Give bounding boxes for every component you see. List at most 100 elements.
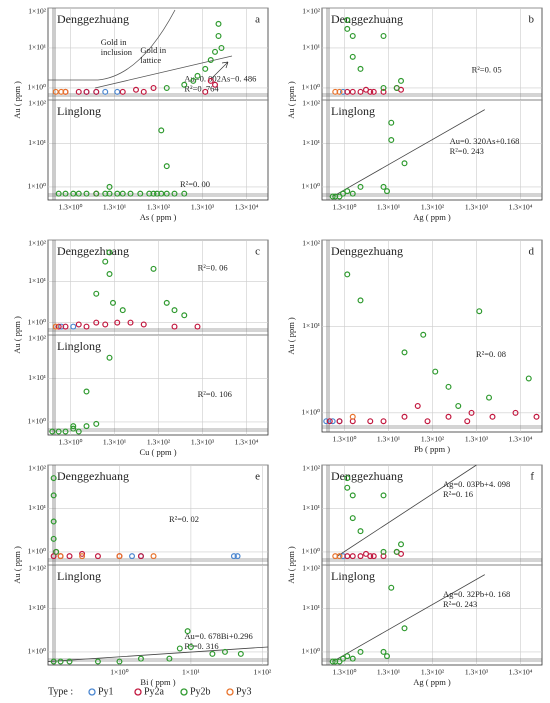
y-axis-label: Au ( ppm ) <box>286 317 296 355</box>
data-point <box>533 413 540 420</box>
data-point <box>83 190 90 197</box>
legend-marker <box>88 688 96 696</box>
data-point <box>55 190 62 197</box>
data-point <box>102 321 109 328</box>
data-point <box>336 88 343 95</box>
data-point <box>202 65 209 72</box>
x-tick-label: 1.3×10³ <box>191 203 215 212</box>
subplot-title: Denggezhuang <box>331 469 403 483</box>
annotation: Gold in <box>140 45 166 55</box>
annotation: Au=0. 002As−0. 486 <box>184 74 256 84</box>
data-point <box>380 492 387 499</box>
data-point <box>190 77 197 84</box>
data-point <box>380 548 387 555</box>
data-point <box>367 553 374 560</box>
data-point <box>70 425 77 432</box>
data-point <box>194 323 201 330</box>
y-tick-label: 1×10⁰ <box>28 547 47 556</box>
y-tick-label: 1×10² <box>28 99 46 108</box>
data-point <box>209 650 216 657</box>
x-tick-label: 1.3×10⁰ <box>332 668 356 677</box>
data-point <box>62 323 69 330</box>
data-point <box>212 81 219 88</box>
data-point <box>79 550 86 557</box>
data-point <box>140 321 147 328</box>
data-point <box>83 388 90 395</box>
data-point <box>50 535 57 542</box>
data-point <box>230 553 237 560</box>
annotation: Au=0. 320As+0.168 <box>450 136 520 146</box>
y-tick-label: 1×10⁰ <box>302 408 321 417</box>
x-tick-label: 1.3×10⁰ <box>58 438 82 447</box>
y-tick-label: 1×10¹ <box>302 43 320 52</box>
data-point <box>202 88 209 95</box>
x-tick-label: 1.3×10⁰ <box>332 435 356 444</box>
plot-frame <box>321 239 543 433</box>
x-tick-label: 1.3×10¹ <box>377 435 400 444</box>
legend-marker <box>134 688 142 696</box>
data-point <box>163 190 170 197</box>
data-point <box>323 418 330 425</box>
x-tick-label: 1.3×10³ <box>191 438 215 447</box>
data-point <box>50 492 57 499</box>
data-point <box>94 658 101 665</box>
y-tick-label: 1×10² <box>28 564 46 573</box>
x-tick-label: 1.3×10² <box>421 203 445 212</box>
data-point <box>336 658 343 665</box>
y-tick-label: 1×10² <box>302 239 320 248</box>
subplot-title: Denggezhuang <box>57 244 129 258</box>
y-tick-label: 1×10¹ <box>28 603 46 612</box>
data-point <box>349 413 356 420</box>
data-point <box>150 84 157 91</box>
data-point <box>55 428 62 435</box>
annotation: R²=0. 02 <box>169 514 199 524</box>
data-point <box>398 77 405 84</box>
x-tick-label: 1.3×10⁰ <box>58 203 82 212</box>
data-point <box>464 418 471 425</box>
x-axis-label: As ( ppm ) <box>140 212 177 222</box>
data-point <box>344 188 351 195</box>
x-axis-label: Ag ( ppm ) <box>413 677 451 687</box>
x-tick-label: 1.3×10¹ <box>103 438 126 447</box>
data-point <box>106 249 113 256</box>
y-tick-label: 1×10⁰ <box>302 547 321 556</box>
data-point <box>102 88 109 95</box>
y-tick-label: 1×10¹ <box>28 138 46 147</box>
data-point <box>83 323 90 330</box>
data-point <box>171 190 178 197</box>
x-tick-label: 1.3×10¹ <box>103 203 126 212</box>
data-point <box>140 88 147 95</box>
data-point <box>388 137 395 144</box>
legend-label: Py3 <box>236 686 252 697</box>
data-point <box>215 20 222 27</box>
data-point <box>52 88 59 95</box>
data-point <box>398 541 405 548</box>
x-tick-label: 1×10⁰ <box>110 668 129 677</box>
x-tick-label: 1.3×10⁴ <box>235 438 259 447</box>
data-point <box>357 88 364 95</box>
data-point <box>50 553 57 560</box>
y-tick-label: 1×10⁰ <box>28 83 47 92</box>
data-point <box>336 418 343 425</box>
data-point <box>234 553 241 560</box>
data-point <box>349 88 356 95</box>
data-point <box>349 492 356 499</box>
y-axis-label: Au ( ppm ) <box>12 316 22 354</box>
subplot-title: Linglong <box>331 569 375 583</box>
data-point <box>116 553 123 560</box>
data-point <box>127 190 134 197</box>
data-point <box>512 409 519 416</box>
data-point <box>420 331 427 338</box>
y-tick-label: 1×10² <box>28 464 46 473</box>
data-point <box>127 319 134 326</box>
data-point <box>357 648 364 655</box>
data-point <box>83 88 90 95</box>
data-point <box>486 394 493 401</box>
data-point <box>401 413 408 420</box>
data-point <box>181 81 188 88</box>
data-point <box>66 553 73 560</box>
x-tick-label: 1.3×10⁴ <box>235 203 259 212</box>
arrow <box>211 61 229 79</box>
x-tick-label: 1.3×10³ <box>465 668 489 677</box>
data-point <box>329 193 336 200</box>
